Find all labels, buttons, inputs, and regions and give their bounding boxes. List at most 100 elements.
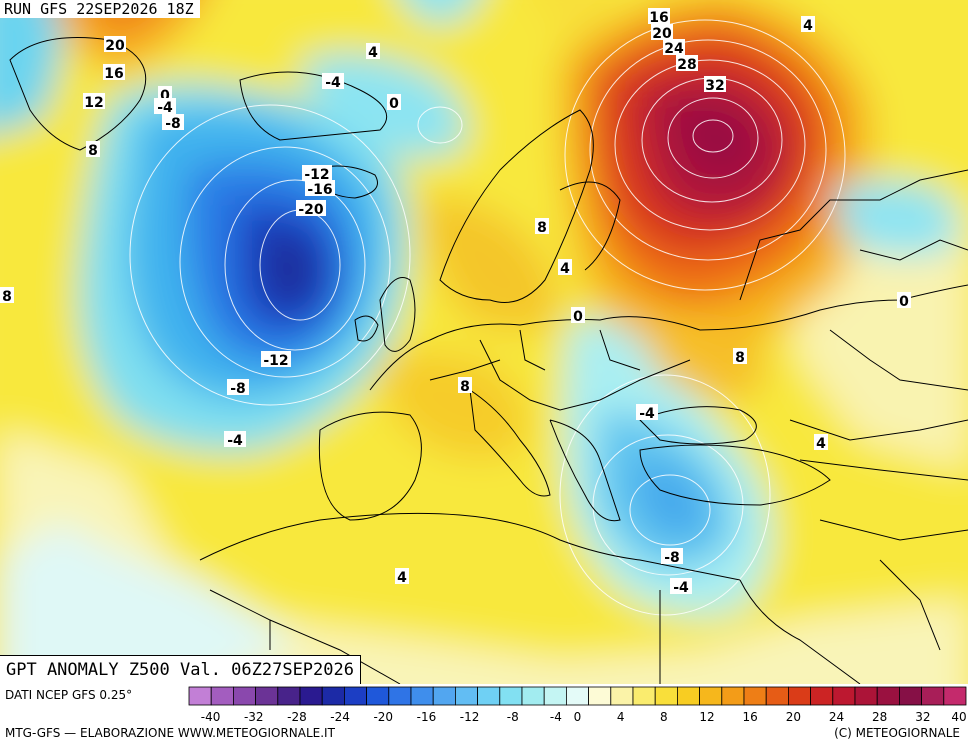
scale-cell (321, 686, 345, 706)
svg-text:-20: -20 (298, 202, 324, 218)
contour-label: 8 (86, 141, 100, 159)
scale-cell (921, 686, 945, 706)
svg-text:8: 8 (735, 350, 745, 366)
contour-label: -12 (261, 351, 291, 369)
svg-text:-8: -8 (664, 550, 680, 566)
svg-text:4: 4 (803, 18, 813, 34)
scale-cell (699, 686, 723, 706)
contour-labels: 20 16 12 0 -4 -8 8 4 -4 0 -12 -16 -20 8 … (0, 8, 911, 596)
contour-label: -4 (154, 98, 176, 116)
scale-ticks: -40 -32 -28 -24 -20 -16 -12 -8 -4 0 4 8 12 16 20 24 28 32… (201, 710, 967, 724)
svg-text:-4: -4 (325, 75, 341, 91)
scale-cell (876, 686, 900, 706)
scale-cell (765, 686, 789, 706)
svg-text:-16: -16 (307, 182, 332, 198)
scale-tick-label: -4 (550, 710, 562, 724)
svg-text:28: 28 (677, 57, 696, 73)
contour-label: 4 (366, 43, 380, 61)
scale-tick-label: -16 (417, 710, 437, 724)
svg-text:4: 4 (560, 261, 570, 277)
scale-cell (654, 686, 678, 706)
scale-tick-label: -32 (244, 710, 264, 724)
contour-label: -4 (670, 578, 692, 596)
contour-label: -8 (661, 548, 683, 566)
contour-label: 28 (676, 55, 698, 73)
svg-text:12: 12 (84, 95, 103, 111)
contour-label: 20 (651, 24, 673, 42)
scale-tick-label: 24 (829, 710, 844, 724)
anomaly-field (0, 0, 968, 684)
scale-cell (832, 686, 856, 706)
credit-right: (C) METEOGIORNALE (834, 726, 960, 740)
contour-label: -16 (305, 180, 335, 198)
scale-cell (899, 686, 923, 706)
scale-cell (210, 686, 234, 706)
scale-cell (366, 686, 390, 706)
scale-cell (277, 686, 301, 706)
scale-cell (632, 686, 656, 706)
scale-tick-label: 0 (574, 710, 582, 724)
contour-label: 8 (0, 287, 14, 305)
contour-label: -8 (227, 379, 249, 397)
credit-left: MTG-GFS — ELABORAZIONE WWW.METEOGIORNALE… (5, 726, 335, 740)
scale-cell (343, 686, 367, 706)
contour-label: 4 (814, 434, 828, 452)
scale-cell (854, 686, 878, 706)
svg-text:-12: -12 (304, 167, 329, 183)
scale-tick-label: 20 (786, 710, 801, 724)
contour-label: 0 (897, 292, 911, 310)
scale-cell (477, 686, 501, 706)
contour-lines (129, 19, 846, 616)
contour-label: -4 (636, 404, 658, 422)
scale-cell (388, 686, 412, 706)
scale-tick-label: 28 (872, 710, 887, 724)
svg-text:4: 4 (397, 570, 407, 586)
svg-text:-4: -4 (673, 580, 689, 596)
contour-label: -8 (162, 114, 184, 132)
svg-text:-12: -12 (263, 353, 288, 369)
scale-cell (788, 686, 812, 706)
scale-tick-label: -8 (507, 710, 519, 724)
scale-tick-label: -40 (201, 710, 221, 724)
map-title: GPT ANOMALY Z500 Val. 06Z27SEP2026 (0, 655, 361, 684)
svg-text:20: 20 (105, 38, 125, 54)
scale-cell (188, 686, 212, 706)
contour-label: 4 (801, 16, 815, 34)
svg-text:8: 8 (460, 379, 470, 395)
scale-cell (233, 686, 257, 706)
svg-text:4: 4 (816, 436, 826, 452)
scale-cell (299, 686, 323, 706)
contour-label: -12 (302, 165, 332, 183)
svg-text:20: 20 (652, 26, 672, 42)
contour-label: 12 (83, 93, 105, 111)
scale-cell (676, 686, 700, 706)
contour-label: 24 (663, 39, 685, 57)
scale-cell (610, 686, 634, 706)
contour-label: 4 (395, 568, 409, 586)
svg-text:0: 0 (899, 294, 909, 310)
svg-text:8: 8 (2, 289, 12, 305)
anomaly-map: 20 16 12 0 -4 -8 8 4 -4 0 -12 -16 -20 8 … (0, 0, 968, 684)
svg-text:-4: -4 (157, 100, 173, 116)
svg-text:16: 16 (104, 66, 123, 82)
scale-tick-label: 40 (951, 710, 966, 724)
contour-label: -4 (322, 73, 344, 91)
data-source: DATI NCEP GFS 0.25° (5, 688, 133, 702)
contour-label: -4 (224, 431, 246, 449)
svg-text:24: 24 (664, 41, 684, 57)
svg-text:-8: -8 (230, 381, 246, 397)
scale-cell (543, 686, 567, 706)
svg-text:0: 0 (160, 88, 170, 104)
run-label: RUN GFS 22SEP2026 18Z (0, 0, 200, 18)
scale-tick-label: -20 (373, 710, 393, 724)
contour-label: 8 (535, 218, 549, 236)
scale-cell (499, 686, 523, 706)
svg-text:32: 32 (705, 78, 724, 94)
scale-cell (588, 686, 612, 706)
scale-tick-label: 16 (743, 710, 758, 724)
svg-text:8: 8 (537, 220, 547, 236)
svg-text:0: 0 (389, 96, 399, 112)
scale-tick-label: 8 (660, 710, 668, 724)
scale-cell (521, 686, 545, 706)
contour-label: -20 (296, 200, 326, 218)
